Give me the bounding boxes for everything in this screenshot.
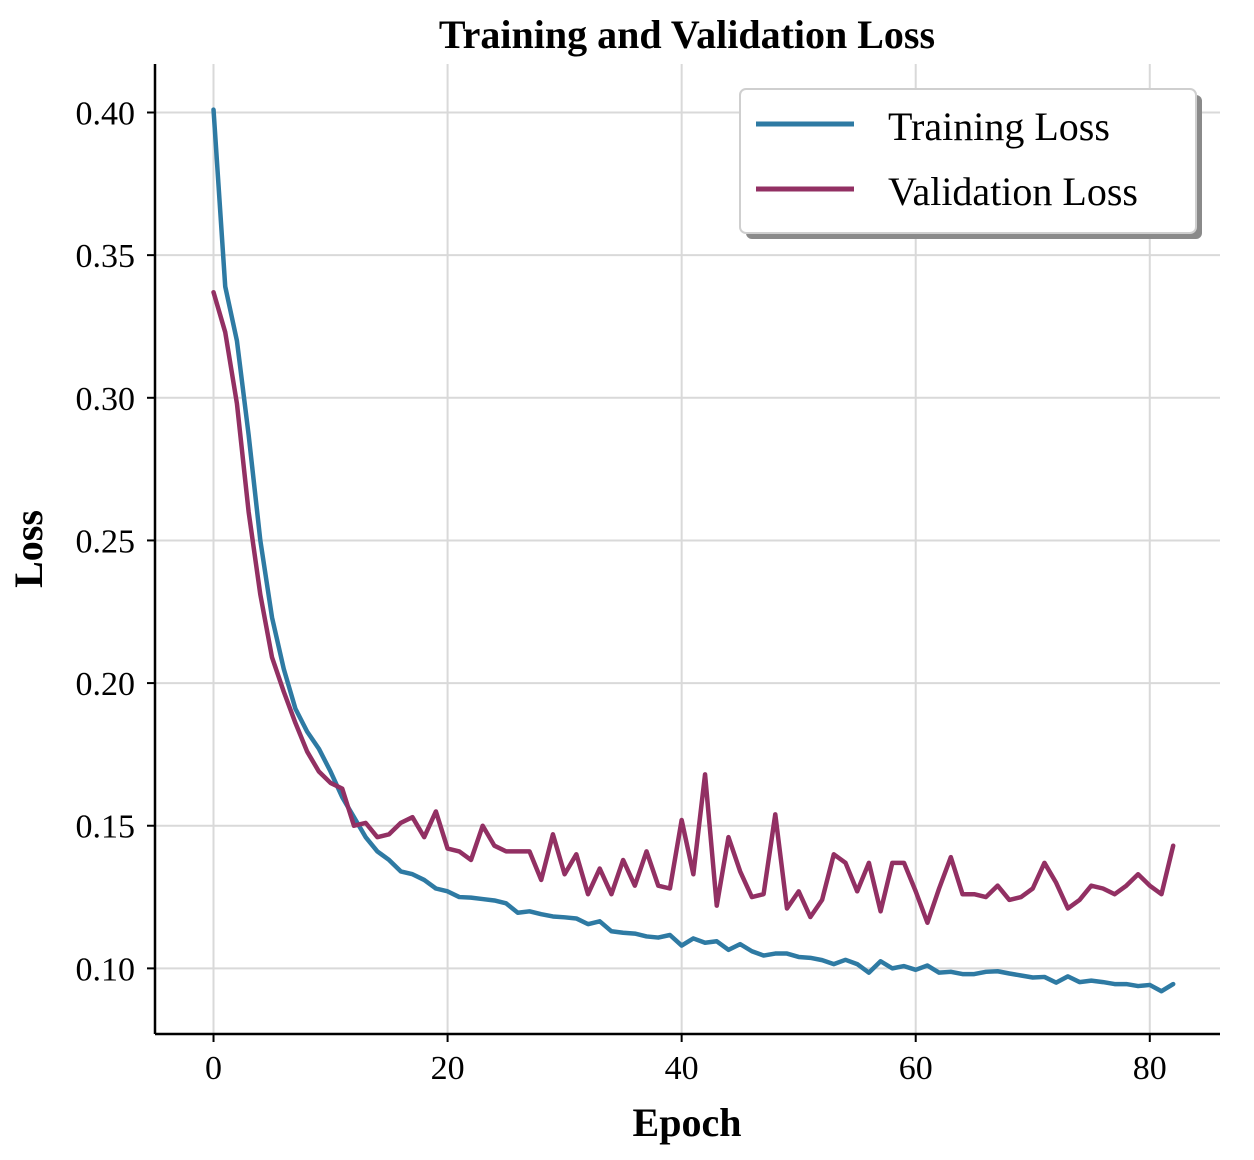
series-layer <box>211 107 1176 994</box>
x-tick-label: 40 <box>665 1050 699 1087</box>
axes <box>153 64 1220 1036</box>
x-tick-label: 0 <box>205 1050 222 1087</box>
y-tick-label: 0.35 <box>76 238 136 275</box>
y-tick-label: 0.40 <box>76 96 136 133</box>
y-tick-label: 0.20 <box>76 666 136 703</box>
x-tick-label: 20 <box>431 1050 465 1087</box>
chart-title: Training and Validation Loss <box>439 12 935 57</box>
legend: Training Loss Validation Loss <box>739 88 1202 239</box>
y-tick-label: 0.30 <box>76 381 136 418</box>
y-tick-label: 0.15 <box>76 809 136 846</box>
x-axis-label: Epoch <box>633 1100 742 1145</box>
legend-label-training: Training Loss <box>888 104 1110 149</box>
series-line-training-loss <box>211 107 1176 994</box>
series-line-validation-loss <box>211 289 1176 925</box>
y-axis-label: Loss <box>6 510 51 588</box>
y-tick-label: 0.25 <box>76 523 136 560</box>
grid <box>155 64 1220 1034</box>
x-tick-label: 60 <box>899 1050 933 1087</box>
ticks: 0 20 40 60 80 0.10 0.15 0.20 0.25 0.30 0.35 0.40 <box>76 96 1167 1088</box>
y-tick-label: 0.10 <box>76 951 136 988</box>
x-tick-label: 80 <box>1133 1050 1167 1087</box>
legend-label-validation: Validation Loss <box>888 169 1138 214</box>
